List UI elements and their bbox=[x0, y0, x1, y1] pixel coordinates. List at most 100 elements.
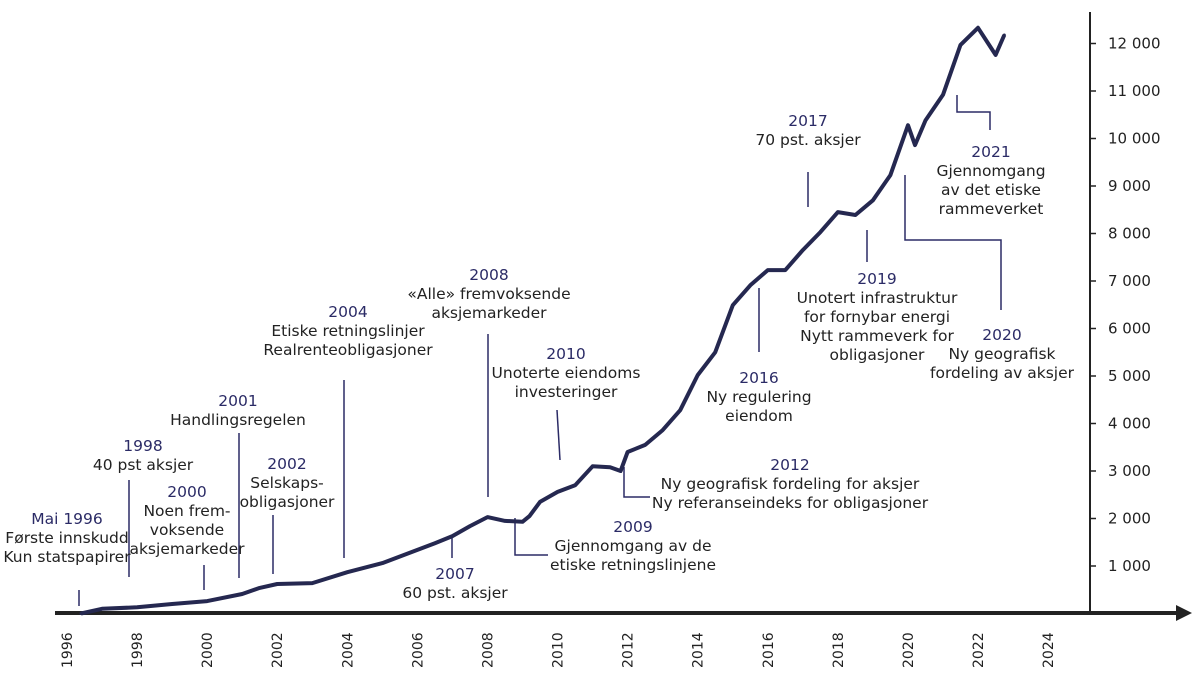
annotation-text: Nytt rammeverk for bbox=[800, 327, 954, 345]
x-tick-label: 2022 bbox=[971, 632, 987, 668]
x-tick-label: 1996 bbox=[60, 632, 76, 668]
annotation-2017: 2017 70 pst. aksjer bbox=[755, 112, 860, 150]
annotation-2020: 2020 Ny geografisk fordeling av aksjer bbox=[930, 326, 1074, 383]
y-tick-label: 3 000 bbox=[1108, 462, 1151, 480]
annotation-text: aksjemarkeder bbox=[129, 540, 245, 558]
y-tick-label: 7 000 bbox=[1108, 272, 1151, 290]
x-tick-label: 2010 bbox=[551, 632, 567, 668]
annotation-year: 2012 bbox=[770, 456, 810, 474]
x-tick-label: 2018 bbox=[831, 632, 847, 668]
leader-2012 bbox=[623, 467, 650, 498]
x-tick-label: 2004 bbox=[340, 632, 356, 668]
annotation-2000: 2000 Noen frem-voksende aksjemarkeder bbox=[129, 483, 244, 559]
annotation-text: investeringer bbox=[514, 383, 618, 401]
annotation-2007: 2007 60 pst. aksjer bbox=[402, 565, 507, 603]
annotation-text: Selskaps- bbox=[250, 474, 324, 492]
leader-2010 bbox=[556, 409, 561, 461]
leader-2021 bbox=[956, 95, 991, 130]
annotation-leaders bbox=[78, 95, 1002, 606]
annotation-2008: 2008 «Alle» fremvoksende aksjemarkeder bbox=[407, 266, 570, 323]
annotation-text: obligasjoner bbox=[239, 493, 335, 511]
x-axis-arrow-icon bbox=[1176, 605, 1192, 621]
x-tick-label: 2016 bbox=[761, 632, 777, 668]
annotation-year: 2002 bbox=[267, 455, 307, 473]
annotation-year: 2016 bbox=[739, 369, 779, 387]
annotation-2004: 2004 Etiske retningslinjer Realrenteobliga… bbox=[263, 303, 432, 360]
series-line bbox=[80, 25, 1007, 616]
annotation-text: Ny regulering bbox=[706, 388, 812, 406]
annotation-year: 2009 bbox=[613, 518, 653, 536]
x-tick-label: 1998 bbox=[130, 632, 146, 668]
annotation-mai-1996: Mai 1996 Første innskudd Kun statspapirer bbox=[3, 510, 130, 567]
y-tick-label: 1 000 bbox=[1108, 557, 1151, 575]
annotation-text: Unotert infrastruktur bbox=[796, 289, 958, 307]
annotation-text: Gjennomgang av de bbox=[554, 537, 712, 555]
annotation-year: 2004 bbox=[328, 303, 368, 321]
y-tick-label: 2 000 bbox=[1108, 510, 1151, 528]
annotation-text: fordeling av aksjer bbox=[930, 364, 1074, 382]
annotation-1998: 1998 40 pst aksjer bbox=[93, 437, 193, 475]
annotation-2002: 2002 Selskaps-obligasjoner bbox=[240, 455, 335, 512]
annotation-text: Ny geografisk fordeling for aksjer bbox=[660, 475, 920, 493]
y-tick-label: 8 000 bbox=[1108, 225, 1151, 243]
annotation-text: Noen frem- bbox=[143, 502, 231, 520]
annotation-2010: 2010 Unoterte eiendoms investeringer bbox=[492, 345, 641, 402]
annotation-year: 2021 bbox=[971, 143, 1011, 161]
y-tick-label: 9 000 bbox=[1108, 177, 1151, 195]
x-tick-label: 2008 bbox=[480, 632, 496, 668]
y-tick-label: 10 000 bbox=[1108, 130, 1161, 148]
annotation-text: Gjennomgang bbox=[936, 162, 1046, 180]
annotation-text: aksjemarkeder bbox=[431, 304, 547, 322]
annotation-2021: 2021 Gjennomgang av det etiske rammeverket bbox=[936, 143, 1045, 219]
annotation-year: 2020 bbox=[982, 326, 1022, 344]
x-tick-label: 2020 bbox=[901, 632, 917, 668]
x-tick-label: 2014 bbox=[691, 632, 707, 668]
annotation-text: etiske retningslinjene bbox=[549, 556, 717, 574]
annotation-year: 2019 bbox=[857, 270, 897, 288]
annotation-2019: 2019 Unotert infrastruktur for fornybar en… bbox=[797, 270, 958, 365]
y-tick-label: 12 000 bbox=[1108, 35, 1161, 53]
annotation-year: 2000 bbox=[167, 483, 207, 501]
annotation-text: rammeverket bbox=[938, 200, 1044, 218]
annotation-text: av det etiske bbox=[941, 181, 1041, 199]
y-tick-label: 4 000 bbox=[1108, 415, 1151, 433]
annotation-text: Ny referanseindeks for obligasjoner bbox=[651, 494, 929, 512]
annotation-text: Unoterte eiendoms bbox=[491, 364, 641, 382]
annotation-year: 2008 bbox=[469, 266, 509, 284]
annotation-text: Ny geografisk bbox=[948, 345, 1056, 363]
annotation-text: Etiske retningslinjer bbox=[271, 322, 425, 340]
annotation-text: eiendom bbox=[725, 407, 793, 425]
y-tick-label: 6 000 bbox=[1108, 320, 1151, 338]
x-tick-label: 2024 bbox=[1041, 632, 1057, 668]
annotation-2016: 2016 Ny regulering eiendom bbox=[706, 369, 811, 426]
annotation-2012: 2012 Ny geografisk fordeling for aksjer Ny… bbox=[652, 456, 928, 513]
annotation-year: 2010 bbox=[546, 345, 586, 363]
annotation-text: Kun statspapirer bbox=[3, 548, 131, 566]
annotation-text: voksende bbox=[149, 521, 225, 539]
annotation-text: obligasjoner bbox=[829, 346, 925, 364]
leader-2020 bbox=[904, 175, 1002, 310]
annotation-text: for fornybar energi bbox=[803, 308, 951, 326]
annotation-year: 2017 bbox=[788, 112, 828, 130]
y-tick-label: 11 000 bbox=[1108, 82, 1161, 100]
annotation-text: «Alle» fremvoksende bbox=[407, 285, 571, 303]
annotation-text: Realrenteobligasjoner bbox=[263, 341, 433, 359]
annotation-year: 1998 bbox=[123, 437, 163, 455]
annotation-year: Mai 1996 bbox=[31, 510, 103, 528]
annotation-text: Handlingsregelen bbox=[170, 411, 306, 429]
annotation-2001: 2001 Handlingsregelen bbox=[170, 392, 306, 430]
x-tick-label: 2002 bbox=[270, 632, 286, 668]
leader-2009 bbox=[514, 518, 548, 556]
y-tick-label: 5 000 bbox=[1108, 367, 1151, 385]
x-tick-label: 2000 bbox=[200, 632, 216, 668]
x-tick-label: 2012 bbox=[621, 632, 637, 668]
annotation-2009: 2009 Gjennomgang av de etiske retningslinj… bbox=[550, 518, 716, 575]
annotation-year: 2007 bbox=[435, 565, 475, 583]
annotation-year: 2001 bbox=[218, 392, 258, 410]
annotation-text: 60 pst. aksjer bbox=[402, 584, 508, 602]
annotation-text: 40 pst aksjer bbox=[92, 456, 194, 474]
annotation-text: 70 pst. aksjer bbox=[755, 131, 861, 149]
annotation-text: Første innskudd bbox=[5, 529, 129, 547]
x-tick-label: 2006 bbox=[410, 632, 426, 668]
